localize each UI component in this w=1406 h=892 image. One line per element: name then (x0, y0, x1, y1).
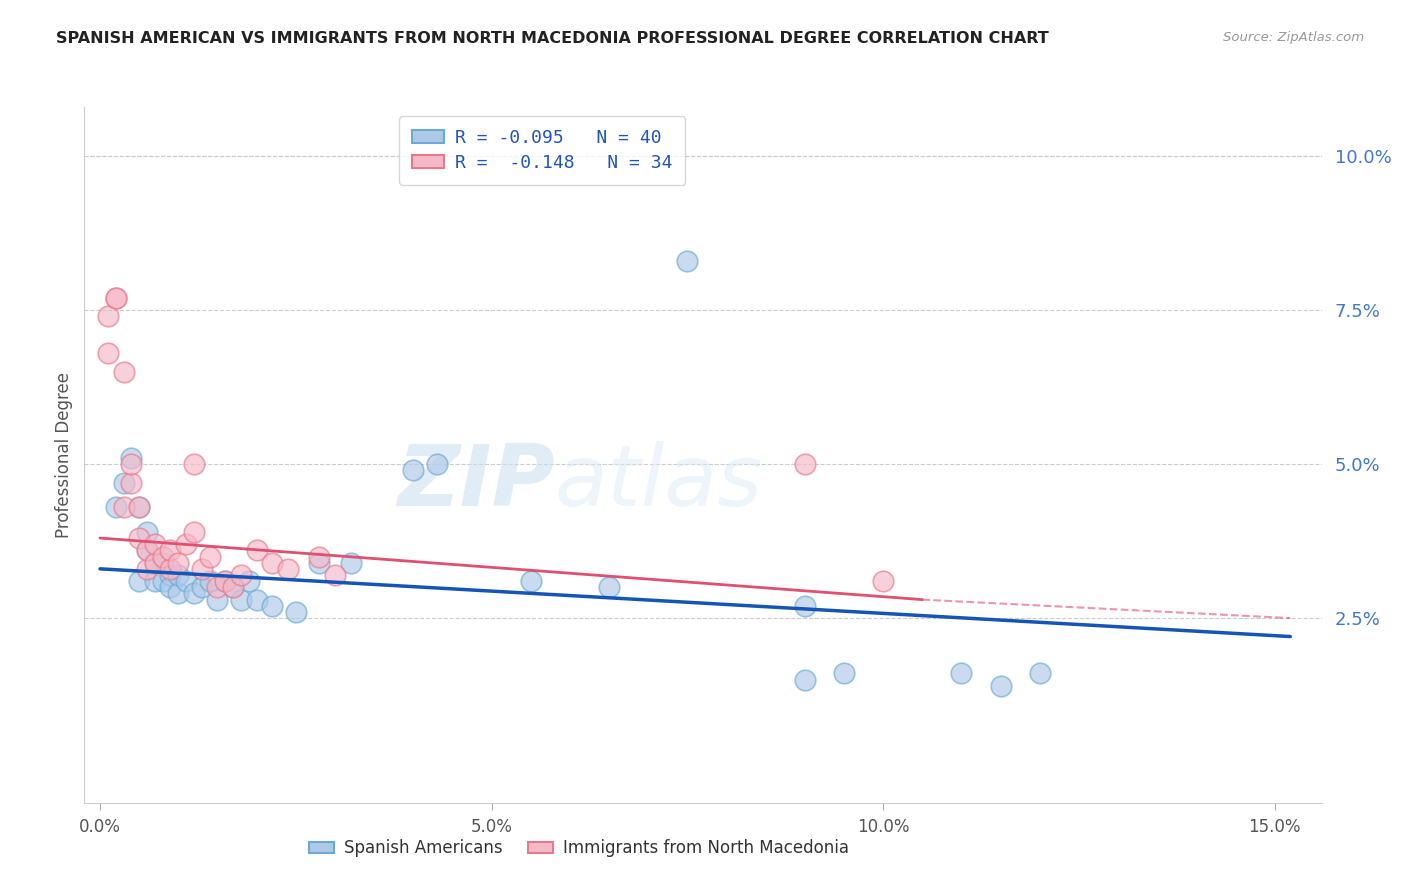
Point (112, 365, 135, 379)
Text: SPANISH AMERICAN VS IMMIGRANTS FROM NORTH MACEDONIA PROFESSIONAL DEGREE CORRELAT: SPANISH AMERICAN VS IMMIGRANTS FROM NORT… (56, 31, 1049, 46)
Point (97, 346, 120, 360)
Point (207, 580, 229, 594)
Point (136, 543, 159, 558)
Point (183, 457, 205, 471)
Legend: Spanish Americans, Immigrants from North Macedonia: Spanish Americans, Immigrants from North… (302, 833, 856, 864)
Point (793, 599, 815, 613)
Point (246, 592, 269, 607)
Point (174, 537, 197, 551)
Point (143, 537, 166, 551)
Point (598, 580, 620, 594)
Point (277, 562, 299, 576)
Point (793, 457, 815, 471)
Point (793, 673, 815, 687)
Point (174, 574, 197, 589)
Point (136, 524, 159, 539)
Point (214, 574, 236, 589)
Point (229, 592, 252, 607)
Point (519, 574, 541, 589)
Point (990, 679, 1012, 693)
Point (143, 574, 166, 589)
Point (159, 568, 181, 582)
Point (128, 531, 150, 545)
Point (308, 556, 330, 570)
Point (159, 580, 181, 594)
Point (120, 450, 142, 465)
Point (183, 524, 205, 539)
Point (112, 500, 135, 515)
Point (191, 562, 214, 576)
Point (426, 457, 449, 471)
Point (104, 291, 127, 305)
Point (238, 574, 260, 589)
Point (152, 556, 174, 570)
Point (104, 291, 127, 305)
Text: Source: ZipAtlas.com: Source: ZipAtlas.com (1223, 31, 1364, 45)
Point (128, 500, 150, 515)
Point (323, 568, 346, 582)
Y-axis label: Professional Degree: Professional Degree (55, 372, 73, 538)
Point (676, 254, 699, 268)
Text: ZIP: ZIP (396, 442, 554, 524)
Text: atlas: atlas (554, 442, 762, 524)
Point (198, 574, 221, 589)
Point (112, 475, 135, 490)
Point (167, 586, 190, 600)
Point (152, 574, 174, 589)
Point (136, 562, 159, 576)
Point (143, 556, 166, 570)
Point (246, 543, 269, 558)
Point (872, 574, 894, 589)
Point (128, 500, 150, 515)
Point (97, 310, 120, 324)
Point (198, 549, 221, 564)
Point (214, 574, 236, 589)
Point (222, 580, 245, 594)
Point (207, 592, 229, 607)
Point (159, 543, 181, 558)
Point (222, 580, 245, 594)
Point (832, 666, 855, 681)
Point (402, 463, 425, 477)
Point (167, 556, 190, 570)
Point (159, 562, 181, 576)
Point (120, 475, 142, 490)
Point (339, 556, 361, 570)
Point (284, 605, 307, 619)
Point (229, 568, 252, 582)
Point (262, 599, 284, 613)
Point (128, 574, 150, 589)
Point (191, 580, 214, 594)
Point (152, 549, 174, 564)
Point (143, 556, 166, 570)
Point (120, 457, 142, 471)
Point (167, 568, 190, 582)
Point (104, 500, 127, 515)
Point (950, 666, 973, 681)
Point (308, 549, 330, 564)
Point (262, 556, 284, 570)
Point (183, 586, 205, 600)
Point (1028, 666, 1050, 681)
Point (136, 543, 159, 558)
